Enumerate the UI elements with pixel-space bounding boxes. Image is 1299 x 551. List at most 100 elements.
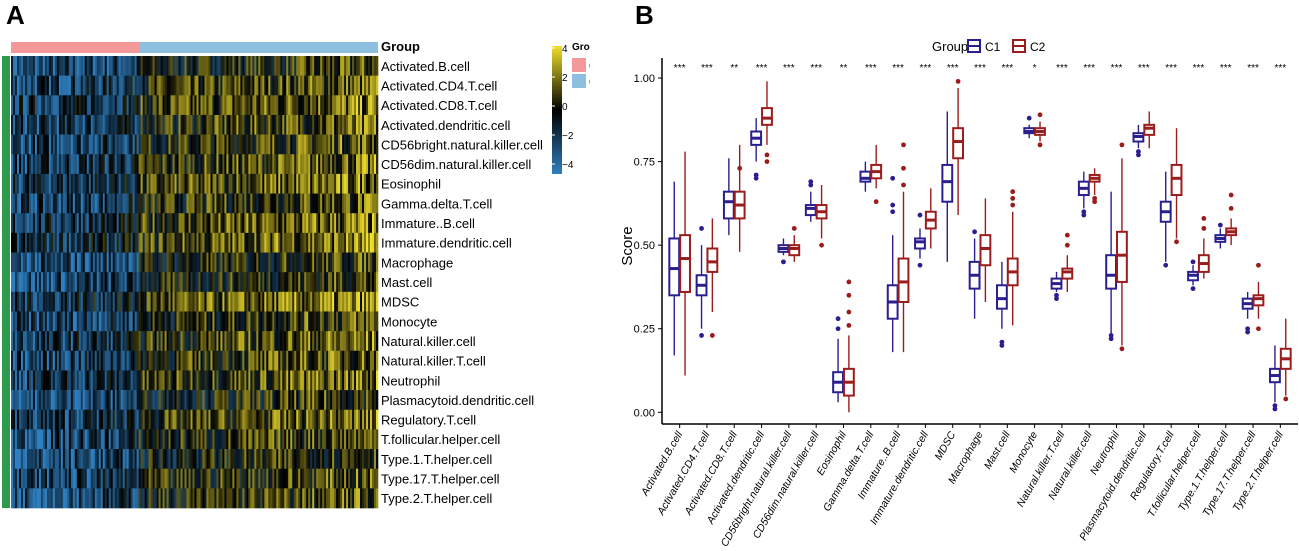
- heatmap-cell: [22, 193, 26, 214]
- heatmap-cell: [208, 272, 211, 293]
- heatmap-cell: [268, 390, 271, 411]
- heatmap-cell: [332, 449, 335, 469]
- heatmap-cell: [38, 291, 42, 312]
- heatmap-cell: [172, 232, 175, 253]
- heatmap-cell: [242, 95, 245, 116]
- heatmap-cell: [374, 134, 377, 155]
- heatmap-cell: [266, 173, 269, 194]
- heatmap-cell: [348, 331, 351, 352]
- heatmap-cell: [238, 213, 241, 234]
- heatmap-cell: [152, 232, 155, 253]
- heatmap-cell: [358, 173, 361, 194]
- heatmap-cell: [158, 468, 161, 489]
- heatmap-cell: [126, 154, 129, 175]
- heatmap-cell: [264, 390, 267, 411]
- heatmap-cell: [36, 409, 40, 430]
- heatmap-cell: [216, 468, 219, 489]
- heatmap-cell: [244, 232, 247, 253]
- heatmap-cell: [140, 390, 143, 411]
- heatmap-cell: [64, 409, 68, 430]
- heatmap-cell: [32, 390, 36, 411]
- heatmap-cell: [242, 488, 245, 509]
- heatmap-cell: [204, 468, 207, 489]
- heatmap-cell: [90, 311, 94, 332]
- heatmap-cell: [194, 232, 197, 253]
- heatmap-cell: [106, 134, 110, 155]
- heatmap-cell: [34, 390, 38, 411]
- heatmap-cell: [62, 213, 66, 234]
- heatmap-cell: [278, 291, 281, 312]
- box-C2-3: [761, 81, 773, 164]
- heatmap-cell: [158, 370, 161, 391]
- heatmap-cell: [164, 468, 167, 489]
- heatmap-cell: [114, 75, 118, 96]
- heatmap-cell: [104, 56, 108, 76]
- outlier-point: [901, 182, 906, 188]
- heatmap-cell: [28, 232, 32, 253]
- heatmap-cell: [46, 114, 50, 135]
- heatmap-cell: [78, 272, 82, 293]
- heatmap-cell: [366, 350, 369, 371]
- heatmap-cell: [28, 252, 32, 273]
- heatmap-cell: [212, 272, 215, 293]
- heatmap-cell: [128, 193, 131, 214]
- heatmap-cell: [344, 488, 347, 509]
- heatmap-cell: [104, 252, 108, 273]
- heatmap-cell: [238, 291, 241, 312]
- heatmap-cell: [274, 350, 277, 371]
- heatmap-cell: [38, 134, 42, 155]
- heatmap-cell: [132, 75, 135, 96]
- heatmap-cell: [34, 468, 38, 489]
- heatmap-cell: [184, 56, 187, 76]
- heatmap-cell: [198, 449, 201, 469]
- heatmap-cell: [276, 173, 279, 194]
- box-C2-4: [788, 226, 801, 262]
- heatmap-cell: [194, 193, 197, 214]
- heatmap-cell: [250, 213, 253, 234]
- heatmap-cell: [214, 213, 217, 234]
- heatmap-cell: [340, 311, 343, 332]
- heatmap-cell: [336, 370, 339, 391]
- heatmap-cell: [80, 311, 84, 332]
- heatmap-cell: [126, 409, 129, 430]
- heatmap-cell: [70, 468, 74, 489]
- heatmap-cell: [102, 311, 106, 332]
- heatmap-cell: [234, 409, 237, 430]
- heatmap-cell: [150, 213, 153, 234]
- heatmap-cell: [30, 252, 34, 273]
- box-C2-19: [1197, 216, 1210, 279]
- heatmap-cell: [30, 291, 34, 312]
- heatmap-cell: [40, 449, 44, 469]
- heatmap-cell: [54, 331, 58, 352]
- heatmap-cell: [206, 291, 209, 312]
- heatmap-cell: [82, 213, 86, 234]
- heatmap-cell: [250, 449, 253, 469]
- heatmap-cell: [262, 409, 265, 430]
- heatmap-cell: [186, 331, 189, 352]
- heatmap-cell: [320, 488, 323, 509]
- heatmap-cell: [328, 331, 331, 352]
- heatmap-cell: [370, 252, 373, 273]
- heatmap-cell: [86, 409, 90, 430]
- heatmap-cell: [148, 350, 151, 371]
- heatmap-cell: [62, 75, 66, 96]
- heatmap-cell: [40, 75, 44, 96]
- heatmap-cell: [136, 114, 139, 135]
- heatmap-cell: [202, 173, 205, 194]
- heatmap-cell: [186, 291, 189, 312]
- heatmap-cell: [106, 173, 110, 194]
- heatmap-cell: [78, 173, 82, 194]
- heatmap-cell: [370, 114, 373, 135]
- heatmap-cell: [160, 173, 163, 194]
- heatmap-cell: [210, 488, 213, 509]
- heatmap-cell: [28, 449, 32, 469]
- heatmap-cell: [170, 488, 173, 509]
- heatmap-cell: [240, 134, 243, 155]
- heatmap-cell: [308, 272, 311, 293]
- heatmap-cell: [156, 390, 159, 411]
- heatmap-cell: [344, 154, 347, 175]
- heatmap-cell: [340, 488, 343, 509]
- heatmap-cell: [110, 390, 114, 411]
- heatmap-cell: [228, 114, 231, 135]
- heatmap-cell: [186, 311, 189, 332]
